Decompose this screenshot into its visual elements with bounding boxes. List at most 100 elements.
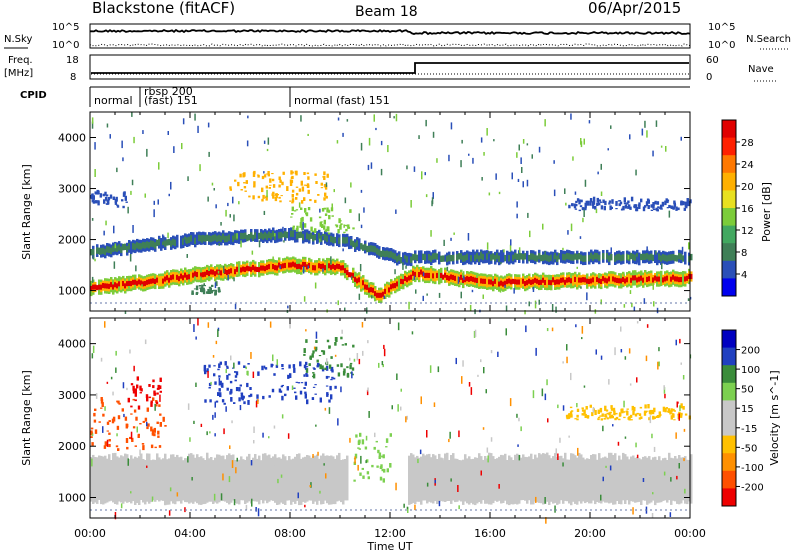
heatmap-cell — [432, 253, 435, 260]
heatmap-cell — [499, 290, 502, 293]
heatmap-cell — [103, 199, 106, 204]
heatmap-cell — [434, 271, 437, 282]
heatmap-cell — [576, 457, 579, 505]
heatmap-cell — [522, 139, 525, 144]
heatmap-cell — [196, 272, 199, 278]
heatmap-cell — [335, 224, 339, 228]
heatmap-cell — [345, 224, 349, 227]
heatmap-cell — [304, 391, 307, 394]
heatmap-cell — [172, 454, 175, 504]
heatmap-cell — [272, 230, 275, 238]
heatmap-cell — [599, 201, 603, 203]
heatmap-cell — [140, 453, 143, 500]
heatmap-cell — [615, 416, 619, 420]
heatmap-cell — [117, 448, 120, 451]
heatmap-cell — [656, 201, 660, 205]
heatmap-cell — [658, 456, 661, 503]
heatmap-cell — [405, 416, 407, 423]
heatmap-cell — [510, 457, 513, 505]
heatmap-cell — [326, 358, 328, 365]
heatmap-cell — [324, 407, 327, 411]
heatmap-cell — [349, 437, 351, 443]
heatmap-cell — [236, 233, 238, 239]
heatmap-cell — [300, 207, 303, 210]
heatmap-cell — [542, 223, 544, 230]
heatmap-cell — [437, 366, 440, 373]
heatmap-cell — [310, 226, 313, 232]
heatmap-cell — [134, 399, 137, 402]
heatmap-cell — [142, 281, 145, 287]
heatmap-cell — [363, 207, 365, 213]
heatmap-cell — [267, 174, 270, 177]
heatmap-cell — [280, 195, 283, 197]
heatmap-cell — [323, 175, 326, 180]
heatmap-cell — [488, 452, 491, 505]
heatmap-cell — [261, 175, 265, 180]
heatmap-cell — [402, 262, 404, 270]
heatmap-cell — [477, 374, 479, 377]
heatmap-cell — [344, 307, 346, 311]
heatmap-cell — [212, 460, 215, 504]
heatmap-cell — [673, 203, 676, 208]
heatmap-cell — [368, 137, 371, 146]
heatmap-cell — [589, 200, 592, 206]
heatmap-cell — [606, 253, 609, 260]
heatmap-cell — [354, 276, 357, 282]
heatmap-cell — [454, 275, 457, 281]
heatmap-cell — [130, 431, 133, 440]
heatmap-cell — [384, 288, 387, 294]
heatmap-cell — [227, 274, 229, 281]
heatmap-cell — [346, 455, 349, 501]
heatmap-cell — [509, 398, 512, 407]
heatmap-cell — [629, 383, 632, 386]
heatmap-cell — [570, 278, 573, 284]
colorbar-tick-label: 50 — [741, 385, 754, 396]
heatmap-cell — [568, 277, 571, 283]
heatmap-cell — [283, 240, 285, 243]
heatmap-cell — [204, 460, 207, 504]
heatmap-cell — [130, 281, 133, 287]
heatmap-cell — [522, 253, 525, 261]
heatmap-cell — [321, 350, 324, 353]
colorbar-tick-label: 24 — [741, 160, 754, 171]
heatmap-cell — [116, 204, 119, 206]
heatmap-cell — [366, 245, 369, 253]
heatmap-cell — [310, 482, 312, 488]
heatmap-cell — [606, 457, 609, 503]
heatmap-cell — [624, 436, 627, 439]
heatmap-cell — [158, 239, 161, 246]
heatmap-cell — [136, 280, 139, 286]
heatmap-cell — [640, 459, 643, 505]
heatmap-cell — [626, 277, 629, 283]
heatmap-cell — [256, 458, 259, 502]
heatmap-cell — [577, 447, 579, 456]
heatmap-cell — [608, 276, 611, 282]
heatmap-cell — [152, 278, 155, 284]
heatmap-cell — [246, 265, 249, 271]
heatmap-cell — [585, 406, 588, 410]
heatmap-cell — [476, 277, 479, 283]
heatmap-cell — [344, 268, 347, 274]
heatmap-cell — [679, 413, 683, 418]
heatmap-cell — [330, 356, 333, 359]
heatmap-cell — [367, 476, 370, 480]
heatmap-cell — [201, 284, 204, 290]
heatmap-cell — [214, 234, 217, 241]
heatmap-cell — [606, 278, 609, 284]
heatmap-cell — [167, 232, 169, 238]
colorbar-swatch — [722, 137, 736, 156]
heatmap-cell — [104, 455, 107, 504]
heatmap-cell — [112, 245, 115, 253]
heatmap-cell — [664, 254, 667, 262]
heatmap-cell — [102, 283, 105, 289]
heatmap-cell — [148, 453, 151, 504]
heatmap-cell — [368, 287, 371, 293]
heatmap-cell — [202, 289, 206, 295]
heatmap-cell — [654, 275, 657, 281]
heatmap-cell — [482, 253, 485, 261]
heatmap-cell — [510, 250, 513, 264]
heatmap-cell — [388, 287, 391, 293]
heatmap-cell — [208, 382, 212, 387]
heatmap-cell — [327, 476, 329, 481]
heatmap-cell — [294, 456, 297, 504]
